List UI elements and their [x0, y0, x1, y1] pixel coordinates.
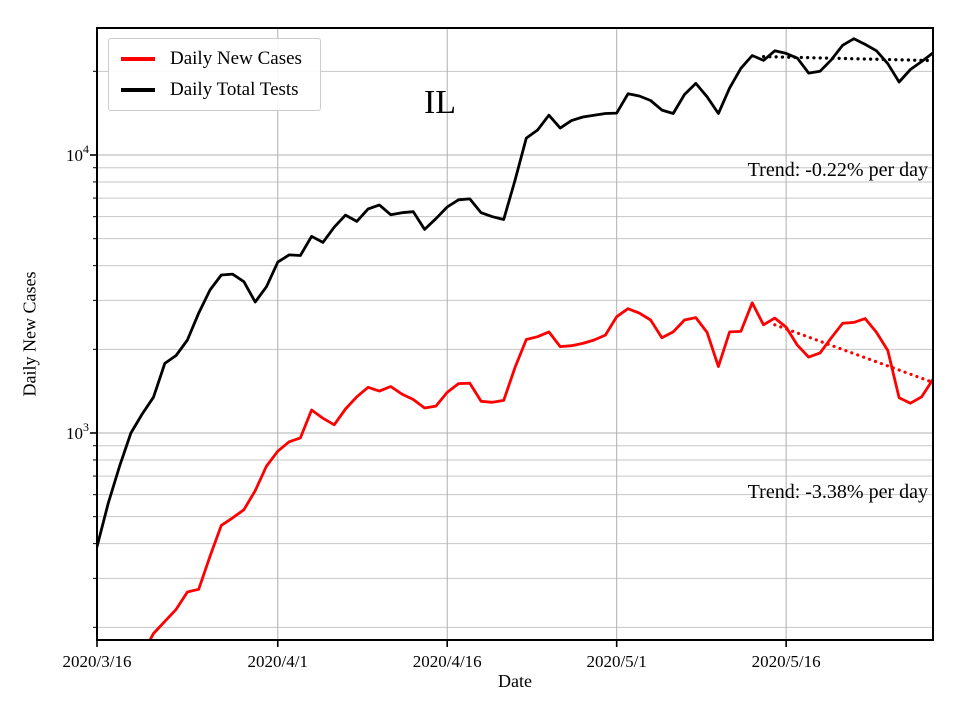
legend-line-sample-black	[121, 88, 155, 92]
x-tick-label-0: 2020/3/16	[63, 652, 132, 671]
legend-label-daily-total-tests: Daily Total Tests	[170, 79, 299, 100]
trend-annotation-new-cases: Trend: -3.38% per day	[747, 481, 928, 503]
x-tick-label-4: 2020/5/16	[752, 652, 821, 671]
legend-item-daily-new-cases: Daily New Cases	[121, 48, 302, 70]
legend-label-daily-new-cases: Daily New Cases	[170, 48, 302, 69]
y-tick-label-0: 103	[66, 420, 89, 443]
trendline-daily-total-tests	[761, 54, 933, 63]
chart-title: IL	[423, 84, 457, 121]
y-axis-label: Daily New Cases	[19, 271, 40, 397]
legend: Daily New Cases Daily Total Tests	[108, 38, 321, 111]
line-daily-total-tests	[97, 37, 933, 549]
x-tick-label-2: 2020/4/16	[413, 652, 482, 671]
axes-frame	[96, 27, 934, 641]
line-daily-new-cases	[148, 301, 933, 640]
trendline-daily-new-cases	[773, 323, 933, 384]
x-tick-label-3: 2020/5/1	[586, 652, 646, 671]
y-tick-label-1: 104	[66, 142, 89, 165]
legend-line-sample-red	[121, 57, 155, 61]
legend-item-daily-total-tests: Daily Total Tests	[121, 79, 302, 101]
x-axis-label: Date	[498, 671, 532, 691]
trend-annotation-total-tests: Trend: -0.22% per day	[747, 159, 928, 181]
x-tick-label-1: 2020/4/1	[248, 652, 308, 671]
